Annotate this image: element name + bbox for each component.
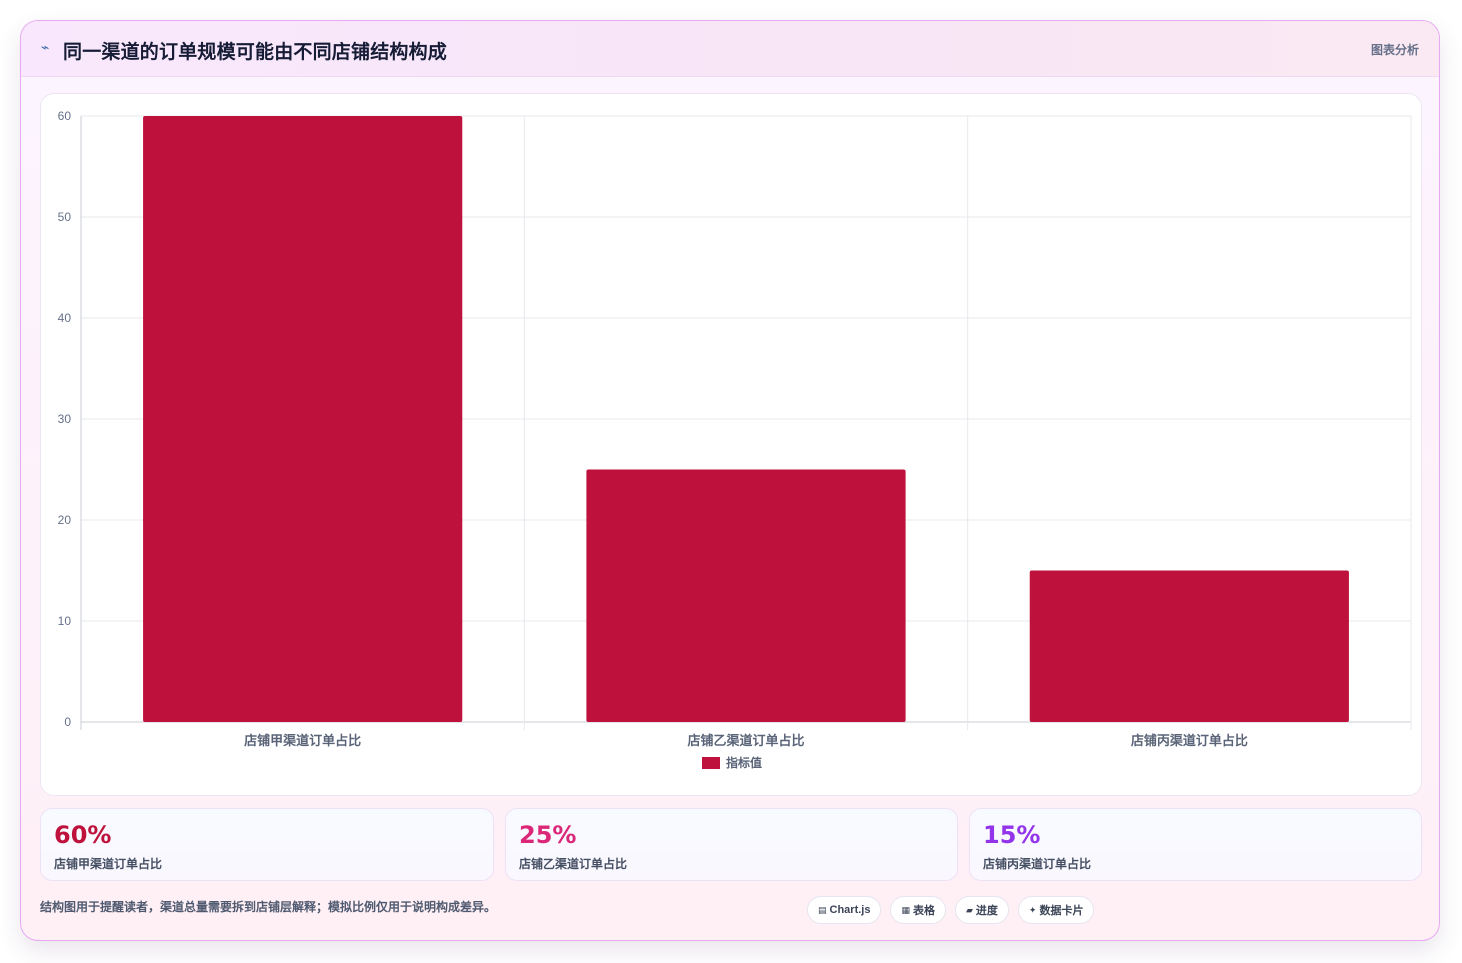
chip-chartjs[interactable]: ▤ Chart.js — [807, 896, 882, 924]
stat-card-c: 15% 店铺丙渠道订单占比 — [969, 808, 1422, 881]
progress-icon: ▰ — [966, 904, 973, 915]
stat-label-b: 店铺乙渠道订单占比 — [519, 857, 628, 871]
trend-icon: ⌁ — [41, 39, 50, 55]
stat-value-c: 15% — [983, 821, 1041, 849]
chip-progress[interactable]: ▰ 进度 — [955, 896, 1009, 924]
x-tick-label: 店铺丙渠道订单占比 — [1131, 733, 1248, 748]
feature-chips: ▤ Chart.js ▦ 表格 ▰ 进度 ✦ 数据卡片 — [807, 896, 1095, 924]
bar-chart: 0 10 20 30 40 50 60 店铺甲渠道订单占比 店铺乙渠道订单占比 店铺丙渠道订单占比… — [58, 109, 1412, 770]
chart-analysis-tag: 图表分析 — [1370, 43, 1419, 57]
y-tick-label: 10 — [58, 614, 72, 628]
chart-card: ⌁ 同一渠道的订单规模可能由不同店铺结构构成 图表分析 0 10 20 30 40 50 6… — [20, 20, 1440, 941]
stat-card-a: 60% 店铺甲渠道订单占比 — [40, 808, 494, 881]
chip-label: Chart.js — [829, 904, 871, 916]
legend-swatch — [702, 757, 720, 769]
page-title: 同一渠道的订单规模可能由不同店铺结构构成 — [63, 42, 448, 63]
y-tick-label: 50 — [58, 210, 72, 224]
chip-data-cards[interactable]: ✦ 数据卡片 — [1017, 896, 1095, 924]
table-icon: ▦ — [901, 904, 910, 915]
chip-label: 表格 — [913, 905, 935, 917]
stat-card-b: 25% 店铺乙渠道订单占比 — [505, 808, 958, 881]
bar — [143, 116, 463, 722]
footnote: 结构图用于提醒读者，渠道总量需要拆到店铺层解释；模拟比例仅用于说明构成差异。 — [40, 900, 497, 914]
chart-icon: ▤ — [818, 904, 827, 915]
chip-table[interactable]: ▦ 表格 — [890, 896, 946, 924]
y-tick-label: 20 — [58, 513, 72, 527]
legend-label: 指标值 — [726, 755, 762, 770]
y-tick-label: 0 — [64, 715, 71, 729]
stat-label-a: 店铺甲渠道订单占比 — [54, 857, 163, 871]
x-tick-label: 店铺乙渠道订单占比 — [687, 733, 804, 748]
stat-value-b: 25% — [519, 821, 577, 849]
y-tick-label: 30 — [58, 412, 72, 426]
stat-value-a: 60% — [54, 821, 112, 849]
stat-label-c: 店铺丙渠道订单占比 — [983, 857, 1092, 871]
x-tick-label: 店铺甲渠道订单占比 — [244, 733, 361, 748]
sparkle-icon: ✦ — [1028, 904, 1037, 915]
bar — [586, 469, 906, 722]
chip-label: 进度 — [975, 905, 998, 917]
card-header: ⌁ 同一渠道的订单规模可能由不同店铺结构构成 图表分析 — [21, 21, 1439, 77]
bar — [1029, 570, 1349, 722]
y-tick-label: 40 — [58, 311, 72, 325]
chip-label: 数据卡片 — [1039, 905, 1084, 917]
y-tick-label: 60 — [58, 109, 72, 123]
chart-panel: 0 10 20 30 40 50 60 店铺甲渠道订单占比 店铺乙渠道订单占比 店铺丙渠道订单占比… — [40, 93, 1422, 796]
